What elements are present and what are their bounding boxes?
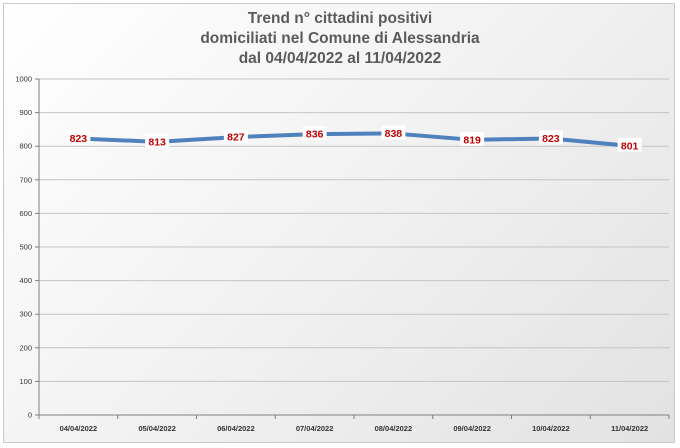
x-axis-ticks: 04/04/2022 05/04/2022 06/04/2022 07/04/2022…: [60, 424, 649, 433]
axes: [35, 78, 670, 419]
data-label-0: 823: [70, 133, 88, 145]
data-label-bg-0: [66, 130, 91, 145]
data-label-bg-1: [145, 133, 170, 148]
y-tick-label-900: 900: [19, 108, 32, 117]
y-tick-label-600: 600: [19, 209, 32, 218]
chart-title: Trend n° cittadini positivi domiciliati …: [4, 9, 674, 69]
x-tick-label-7: 11/04/2022: [611, 424, 648, 433]
data-label-bg-7: [617, 137, 642, 152]
data-label-1: 813: [148, 136, 166, 148]
y-tick-label-500: 500: [19, 243, 32, 252]
data-label-bg-4: [381, 125, 406, 140]
y-tick-label-700: 700: [19, 175, 32, 184]
data-label-7: 801: [621, 140, 639, 152]
data-label-4: 838: [385, 128, 403, 140]
x-tick-label-6: 10/04/2022: [532, 424, 570, 433]
x-tick-label-3: 07/04/2022: [296, 424, 334, 433]
y-tick-label-400: 400: [19, 276, 32, 285]
y-tick-label-300: 300: [19, 310, 32, 319]
data-labels: 823 813 827 836 838 819 823 801: [66, 125, 642, 152]
y-tick-label-100: 100: [19, 377, 32, 386]
data-label-5: 819: [463, 134, 481, 146]
x-tick-label-5: 09/04/2022: [453, 424, 491, 433]
y-tick-label-800: 800: [19, 142, 32, 151]
x-tick-label-0: 04/04/2022: [60, 424, 98, 433]
data-label-2: 827: [227, 132, 245, 144]
series-line-0: [76, 131, 632, 148]
y-tick-label-0: 0: [28, 411, 32, 420]
y-axis-ticks: 0 100 200 300 400 500 600 700 800 900 1000: [15, 75, 32, 420]
x-tick-label-1: 05/04/2022: [138, 424, 176, 433]
data-label-bg-5: [460, 131, 485, 146]
data-label-bg-6: [538, 130, 563, 145]
data-label-bg-2: [223, 129, 248, 144]
gridlines: [39, 78, 669, 382]
y-tick-label-200: 200: [19, 343, 32, 352]
chart-title-line-3: dal 04/04/2022 al 11/04/2022: [238, 50, 442, 67]
x-tick-label-2: 06/04/2022: [217, 424, 255, 433]
x-tick-label-4: 08/04/2022: [375, 424, 413, 433]
y-tick-label-1000: 1000: [15, 75, 32, 84]
chart-title-line-2: domiciliati nel Comune di Alessandria: [200, 30, 480, 47]
chart-frame: Trend n° cittadini positivi domiciliati …: [3, 3, 675, 443]
series: [76, 131, 632, 148]
line-chart: 0 100 200 300 400 500 600 700 800 900 1000 04/04/2…: [15, 75, 670, 433]
data-label-3: 836: [306, 129, 324, 141]
data-label-6: 823: [542, 133, 560, 145]
data-label-bg-3: [302, 126, 327, 141]
chart-title-line-1: Trend n° cittadini positivi: [247, 10, 433, 27]
